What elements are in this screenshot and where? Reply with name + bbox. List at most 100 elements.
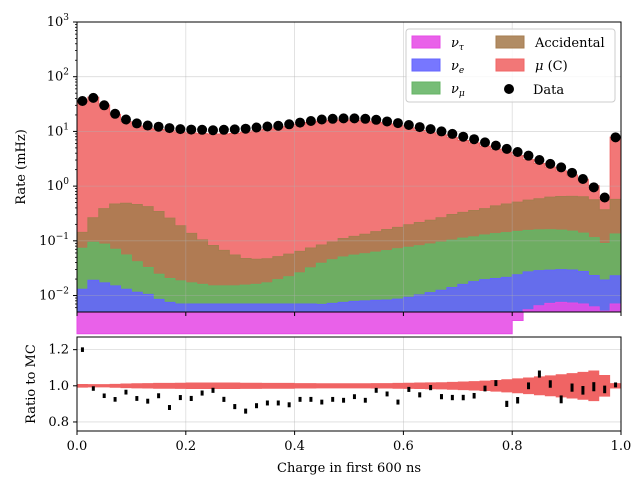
ratio-point xyxy=(592,382,596,392)
lower-panel: 0.8 1.0 1.2 0.0 0.2 0.4 0.6 0.8 1.0 Charge in f… xyxy=(24,336,631,476)
data-point xyxy=(545,158,556,169)
data-point xyxy=(327,113,338,124)
x-tick-label: 0.4 xyxy=(284,439,305,454)
data-point xyxy=(175,124,186,135)
lower-plot-frame xyxy=(76,336,622,432)
data-point xyxy=(338,113,349,124)
x-axis-label: Charge in first 600 ns xyxy=(277,461,421,476)
ratio-point xyxy=(385,391,389,397)
data-point xyxy=(588,182,599,193)
data-point xyxy=(490,140,501,151)
data-point xyxy=(414,122,425,133)
ratio-point xyxy=(255,403,259,409)
legend-label: νe xyxy=(451,59,464,76)
data-point xyxy=(577,173,588,184)
ratio-point xyxy=(527,382,531,390)
data-point xyxy=(88,92,99,103)
lower-y-axis-label: Ratio to MC xyxy=(24,344,39,424)
data-point xyxy=(349,113,360,124)
ratio-point xyxy=(516,397,520,404)
data-point xyxy=(501,143,512,154)
lower-y-tick-label: 1.0 xyxy=(48,379,69,394)
legend-label: ντ xyxy=(451,36,465,53)
data-point xyxy=(284,119,295,130)
upper-y-axis-label: Rate (mHz) xyxy=(14,129,29,205)
data-point xyxy=(556,162,567,173)
data-point xyxy=(295,117,306,128)
stack-layer-1 xyxy=(76,301,622,335)
upper-plot-frame xyxy=(76,21,622,313)
legend-swatch xyxy=(495,58,525,72)
data-point xyxy=(469,134,480,145)
legend-swatch xyxy=(411,35,441,49)
ratio-point xyxy=(472,392,476,399)
ratio-point xyxy=(233,404,237,410)
ratio-point xyxy=(537,370,541,378)
ratio-point xyxy=(244,408,248,414)
data-point xyxy=(599,192,610,203)
ratio-point xyxy=(222,396,226,402)
ratio-point xyxy=(320,399,324,405)
data-point xyxy=(164,123,175,134)
upper-y-tick-label: 103 xyxy=(47,13,70,30)
ratio-point xyxy=(603,385,607,394)
upper-y-tick-label: 101 xyxy=(47,122,69,139)
legend-label: Accidental xyxy=(534,36,605,51)
ratio-point xyxy=(363,397,367,403)
ratio-point xyxy=(167,405,171,410)
ratio-point xyxy=(309,396,313,402)
lower-y-tick-label: 0.8 xyxy=(48,415,69,430)
data-point xyxy=(186,124,197,135)
ratio-point xyxy=(374,387,378,393)
data-point xyxy=(77,95,88,106)
ratio-point xyxy=(276,400,280,406)
legend-label: Data xyxy=(533,83,564,98)
legend-swatch xyxy=(411,81,441,95)
ratio-point xyxy=(113,397,117,402)
ratio-point xyxy=(287,402,291,408)
data-point xyxy=(142,120,153,131)
ratio-point xyxy=(124,389,128,395)
ratio-point xyxy=(483,385,487,392)
legend: ντ Accidental νe μ (C) νμ Data xyxy=(405,28,616,103)
data-point xyxy=(197,124,208,135)
ratio-point xyxy=(200,390,204,396)
ratio-point xyxy=(146,398,150,404)
data-point xyxy=(273,120,284,131)
ratio-point xyxy=(450,394,454,401)
data-point xyxy=(534,155,545,166)
legend-swatch xyxy=(411,58,441,72)
ratio-point xyxy=(298,396,302,402)
data-point xyxy=(229,124,240,135)
ratio-point xyxy=(614,382,618,388)
ratio-point xyxy=(548,380,552,388)
ratio-point xyxy=(570,383,574,392)
x-tick-label: 0.6 xyxy=(393,439,414,454)
data-point xyxy=(512,147,523,158)
ratio-point xyxy=(211,387,215,393)
ratio-point xyxy=(407,386,411,392)
ratio-point xyxy=(189,395,193,402)
upper-panel: 10−2 10−1 100 101 102 103 Rate (mHz) ντ Accide… xyxy=(14,13,622,335)
data-point xyxy=(110,108,121,119)
data-point xyxy=(120,114,131,125)
ratio-point xyxy=(352,394,356,400)
data-point xyxy=(447,128,458,139)
x-tick-label: 0.2 xyxy=(175,439,196,454)
ratio-point xyxy=(342,397,346,403)
legend-swatch xyxy=(495,35,525,49)
data-point xyxy=(218,124,229,135)
ratio-point xyxy=(429,385,433,391)
data-point xyxy=(425,124,436,135)
ratio-point xyxy=(157,393,161,399)
data-point xyxy=(382,116,393,127)
data-point xyxy=(392,118,403,129)
data-point xyxy=(262,121,273,132)
x-tick-label: 0.0 xyxy=(67,439,88,454)
data-point xyxy=(371,114,382,125)
ratio-point xyxy=(581,386,585,395)
upper-y-tick-label: 100 xyxy=(47,177,70,194)
data-point xyxy=(436,126,447,137)
ratio-point xyxy=(418,392,422,398)
